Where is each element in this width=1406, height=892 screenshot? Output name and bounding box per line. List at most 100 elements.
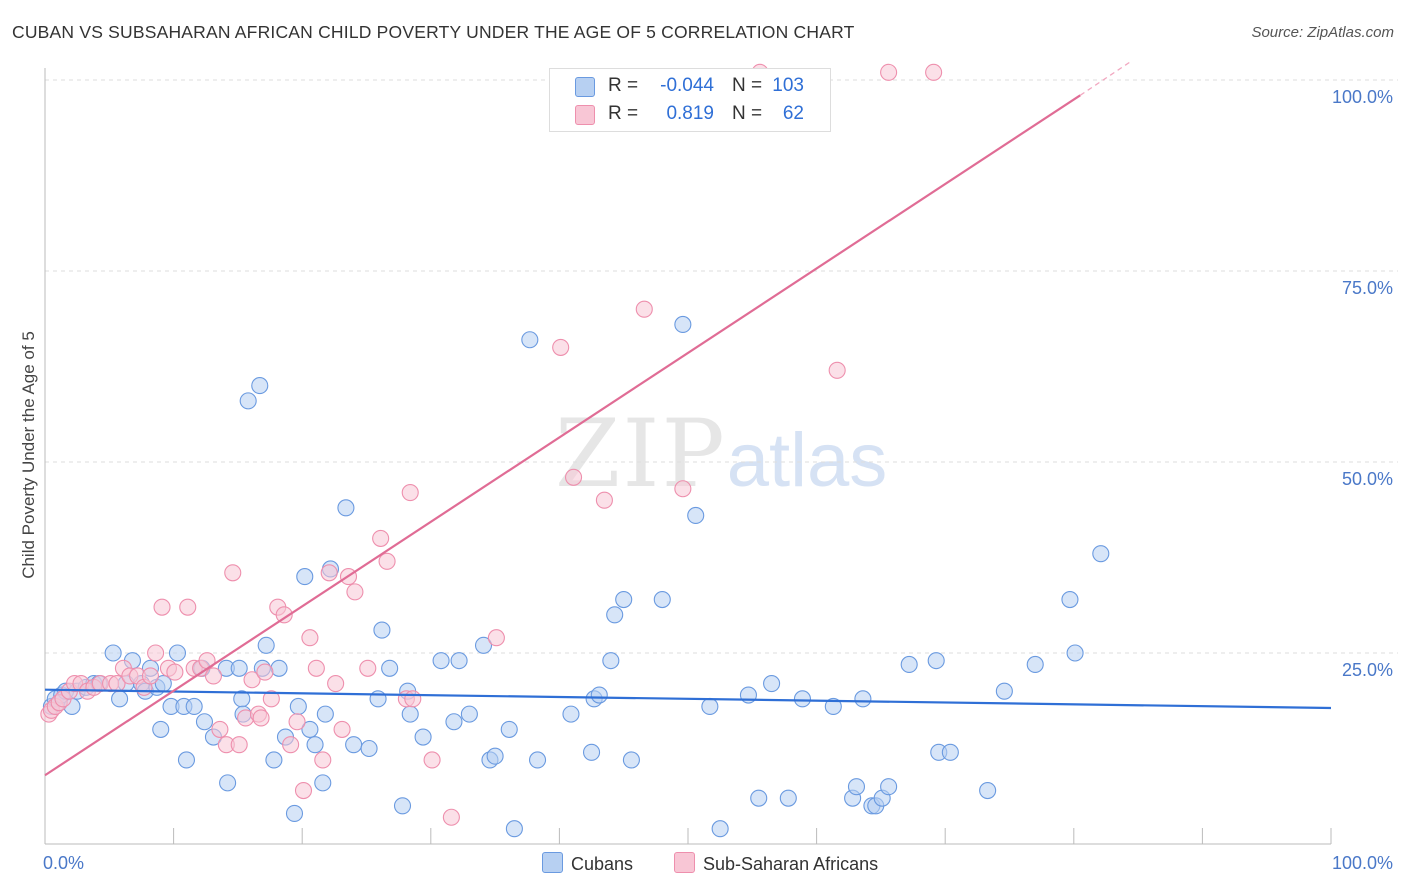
chart-title: CUBAN VS SUBSAHARAN AFRICAN CHILD POVERT… — [12, 22, 855, 42]
bottom-legend-swatch-cubans — [542, 852, 563, 873]
legend-r-value: -0.044 — [660, 75, 714, 96]
cuban-point — [185, 697, 203, 716]
subsaharan-point — [595, 491, 613, 509]
cuban-point — [880, 778, 898, 796]
subsaharan-point — [294, 781, 313, 800]
cuban-point — [230, 659, 248, 677]
subsaharan-point — [211, 720, 229, 738]
subsaharan-point — [442, 808, 460, 826]
cuban-point — [360, 739, 378, 758]
legend-n-value: 62 — [782, 103, 804, 124]
watermark-zip: ZIP — [555, 400, 727, 509]
subsaharan-point — [359, 659, 377, 677]
cuban-point — [1092, 545, 1110, 563]
tick-labels: 100.0% 75.0% 50.0% 25.0% 0.0% 100.0% — [43, 87, 1393, 873]
subsaharan-point — [635, 300, 653, 318]
cuban-point — [301, 720, 319, 738]
cuban-point — [168, 644, 187, 662]
subsaharan-point — [401, 484, 419, 502]
cuban-point — [474, 636, 493, 654]
cuban-point — [615, 590, 633, 609]
cuban-point — [195, 713, 214, 731]
legend-row-subsaharan: R = 0.819 N = 62 — [550, 101, 830, 129]
x-tick-label: 100.0% — [1332, 853, 1393, 873]
cuban-point — [750, 789, 768, 807]
data-points — [40, 63, 1110, 838]
cuban-point — [793, 690, 812, 708]
subsaharan-point — [224, 564, 242, 582]
cuban-point — [152, 720, 170, 738]
subsaharan-point — [166, 663, 184, 681]
trend-lines — [44, 60, 1332, 777]
subsaharan-point — [552, 338, 570, 356]
correlation-legend: R = -0.044 N = 103 R = 0.819 N = 62 — [549, 68, 831, 132]
cuban-point — [316, 705, 334, 723]
subsaharan-point — [204, 667, 223, 685]
cuban-point — [251, 377, 269, 395]
cuban-point — [289, 697, 307, 716]
cuban-point — [687, 506, 705, 525]
cuban-point — [711, 820, 729, 838]
cuban-trend-line — [44, 688, 1332, 710]
chart-source: Source: ZipAtlas.com — [1251, 24, 1394, 41]
legend-r-label: R = — [608, 75, 639, 96]
legend-r-value: 0.819 — [666, 103, 714, 124]
subsaharan-point — [282, 736, 300, 754]
subsaharan-trend-line — [44, 94, 1081, 777]
cuban-point — [111, 690, 129, 708]
subsaharan-point — [262, 690, 280, 708]
gridlines — [45, 79, 1398, 654]
cuban-point — [582, 743, 601, 761]
bottom-legend-cubans: Cubans — [542, 852, 633, 875]
cuban-point — [445, 713, 463, 731]
cuban-point — [521, 331, 539, 349]
subsaharan-point — [372, 529, 390, 547]
legend-swatch-subsaharan — [575, 105, 595, 125]
subsaharan-point — [307, 659, 325, 677]
cuban-point — [414, 728, 432, 746]
subsaharan-point — [243, 671, 261, 689]
subsaharan-point — [179, 598, 197, 616]
cuban-point — [432, 652, 450, 670]
legend-swatch-cubans — [575, 77, 595, 97]
cuban-point — [505, 820, 523, 838]
cuban-point — [177, 751, 196, 769]
cuban-point — [941, 743, 959, 761]
y-tick-label: 75.0% — [1342, 278, 1393, 298]
x-tick-label: 0.0% — [43, 853, 84, 873]
subsaharan-point — [327, 675, 345, 693]
cuban-point — [779, 789, 797, 807]
subsaharan-point — [346, 583, 364, 601]
bottom-legend-swatch-subsaharan — [674, 852, 695, 873]
cuban-point — [927, 652, 945, 670]
subsaharan-point — [275, 606, 293, 624]
cuban-point — [373, 621, 391, 639]
cuban-point — [854, 690, 872, 708]
subsaharan-point — [141, 667, 160, 685]
cuban-point — [265, 751, 283, 769]
cuban-point — [296, 568, 314, 586]
subsaharan-point — [320, 564, 338, 582]
cuban-point — [653, 590, 671, 609]
cuban-point — [104, 644, 122, 662]
subsaharan-point — [404, 690, 422, 708]
legend-n-value: 103 — [772, 75, 804, 96]
subsaharan-point — [288, 713, 306, 731]
cuban-point — [701, 697, 719, 716]
watermark: ZIPatlas — [555, 400, 887, 509]
cuban-point — [1061, 590, 1079, 609]
cuban-point — [847, 778, 866, 796]
subsaharan-point — [314, 751, 332, 769]
bottom-legend-label-subsaharan: Sub-Saharan Africans — [703, 854, 879, 874]
cuban-point — [460, 705, 478, 723]
subsaharan-point — [564, 468, 583, 486]
axes — [44, 68, 1332, 845]
cuban-point — [486, 747, 504, 765]
y-tick-label: 50.0% — [1342, 469, 1393, 489]
cuban-point — [337, 499, 355, 517]
subsaharan-point — [925, 63, 943, 81]
cuban-point — [500, 720, 518, 738]
cuban-point — [285, 804, 304, 822]
cuban-point — [450, 652, 468, 670]
